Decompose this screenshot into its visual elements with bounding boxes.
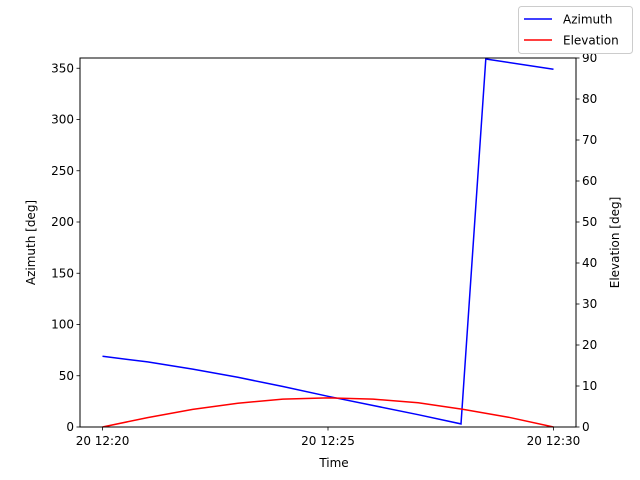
- series-line-azimuth: [102, 58, 554, 425]
- left-tick-label: 200: [51, 215, 74, 229]
- right-tick-label: 70: [582, 133, 597, 147]
- x-axis-title: Time: [318, 456, 348, 470]
- left-tick-label: 100: [51, 318, 74, 332]
- left-tick-label: 250: [51, 164, 74, 178]
- legend-label-elevation: Elevation: [563, 34, 619, 48]
- x-tick-label: 20 12:25: [301, 434, 355, 448]
- right-axis: 0 10 20 30 40 50 60 70 80 90: [576, 51, 597, 434]
- left-tick-label: 350: [51, 61, 74, 75]
- right-tick-label: 80: [582, 92, 597, 106]
- x-tick-label: 20 12:30: [527, 434, 581, 448]
- legend: Azimuth Elevation: [518, 6, 633, 54]
- left-axis-title: Azimuth [deg]: [24, 200, 38, 285]
- left-tick-label: 50: [59, 369, 74, 383]
- right-tick-label: 90: [582, 51, 597, 65]
- x-axis: 20 12:20 20 12:25 20 12:30: [76, 427, 581, 448]
- right-tick-label: 60: [582, 174, 597, 188]
- left-tick-label: 300: [51, 113, 74, 127]
- right-tick-label: 0: [582, 420, 590, 434]
- legend-label-azimuth: Azimuth: [563, 13, 612, 27]
- right-tick-label: 50: [582, 215, 597, 229]
- right-tick-label: 40: [582, 256, 597, 270]
- x-tick-label: 20 12:20: [76, 434, 130, 448]
- left-tick-label: 0: [66, 420, 74, 434]
- right-tick-label: 10: [582, 379, 597, 393]
- right-tick-label: 20: [582, 338, 597, 352]
- plot-lines: [102, 58, 554, 428]
- series-line-elevation: [102, 397, 554, 428]
- left-tick-label: 150: [51, 266, 74, 280]
- right-tick-label: 30: [582, 297, 597, 311]
- left-axis: 0 50 100 150 200 250 300 350: [51, 61, 80, 434]
- right-axis-title: Elevation [deg]: [608, 197, 622, 289]
